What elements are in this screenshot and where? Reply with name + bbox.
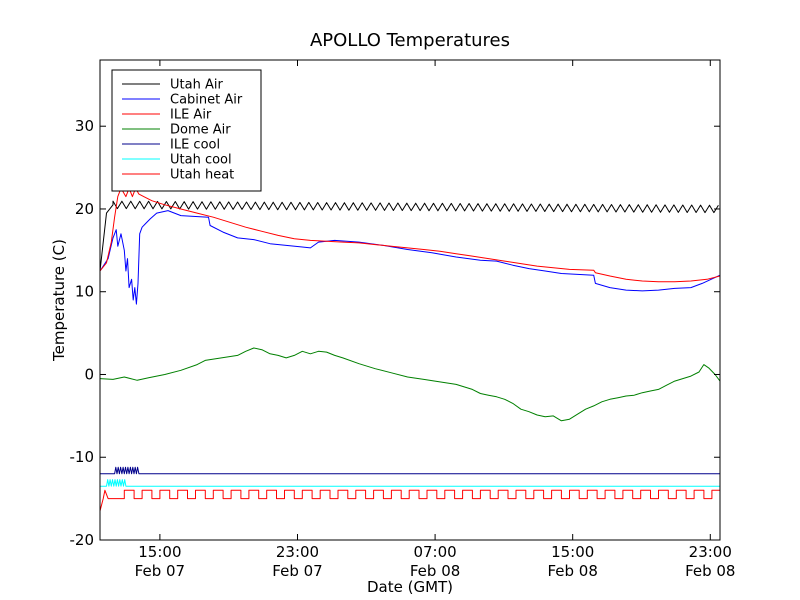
series-line-ile-cool [100,466,720,475]
x-tick-date-label: Feb 07 [135,562,185,580]
series-line-cabinet-air [100,210,720,305]
y-tick-label: 30 [75,117,94,135]
y-axis: -20 -10 0 10 20 30 [70,117,720,549]
series-line-utah-cool [100,479,720,487]
y-tick-label: 20 [75,200,94,218]
series-line-ile-air [100,187,720,283]
x-tick-time-label: 15:00 [551,543,594,561]
y-tick-label: -10 [70,448,95,466]
legend-label: Utah cool [170,153,232,168]
series-line-dome-air [100,347,720,422]
legend-box [111,69,262,192]
chart-title: APOLLO Temperatures [310,30,510,51]
x-tick-time-label: 07:00 [413,543,456,561]
x-tick-date-label: Feb 08 [685,562,735,580]
x-tick-time-label: 15:00 [138,543,181,561]
x-tick-date-label: Feb 07 [272,562,322,580]
legend-label: Utah Air [170,78,223,93]
series-line-utah-air [100,200,719,272]
x-tick-date-label: Feb 08 [547,562,597,580]
legend-label: Cabinet Air [170,93,243,108]
series-line-utah-heat [100,489,720,512]
plot-lines [100,187,720,512]
legend-label: ILE cool [170,138,220,153]
legend-label: Utah heat [170,168,234,183]
legend-label: Dome Air [170,123,231,138]
y-tick-label: 0 [84,365,94,383]
legend-label: ILE Air [170,108,212,123]
plot-frame [99,59,721,541]
x-tick-date-label: Feb 08 [410,562,460,580]
y-tick-label: 10 [75,283,94,301]
y-axis-label: Temperature (C) [50,239,68,362]
x-axis-label: Date (GMT) [367,578,453,596]
y-tick-label: -20 [70,531,95,549]
x-tick-time-label: 23:00 [276,543,319,561]
x-tick-time-label: 23:00 [689,543,732,561]
